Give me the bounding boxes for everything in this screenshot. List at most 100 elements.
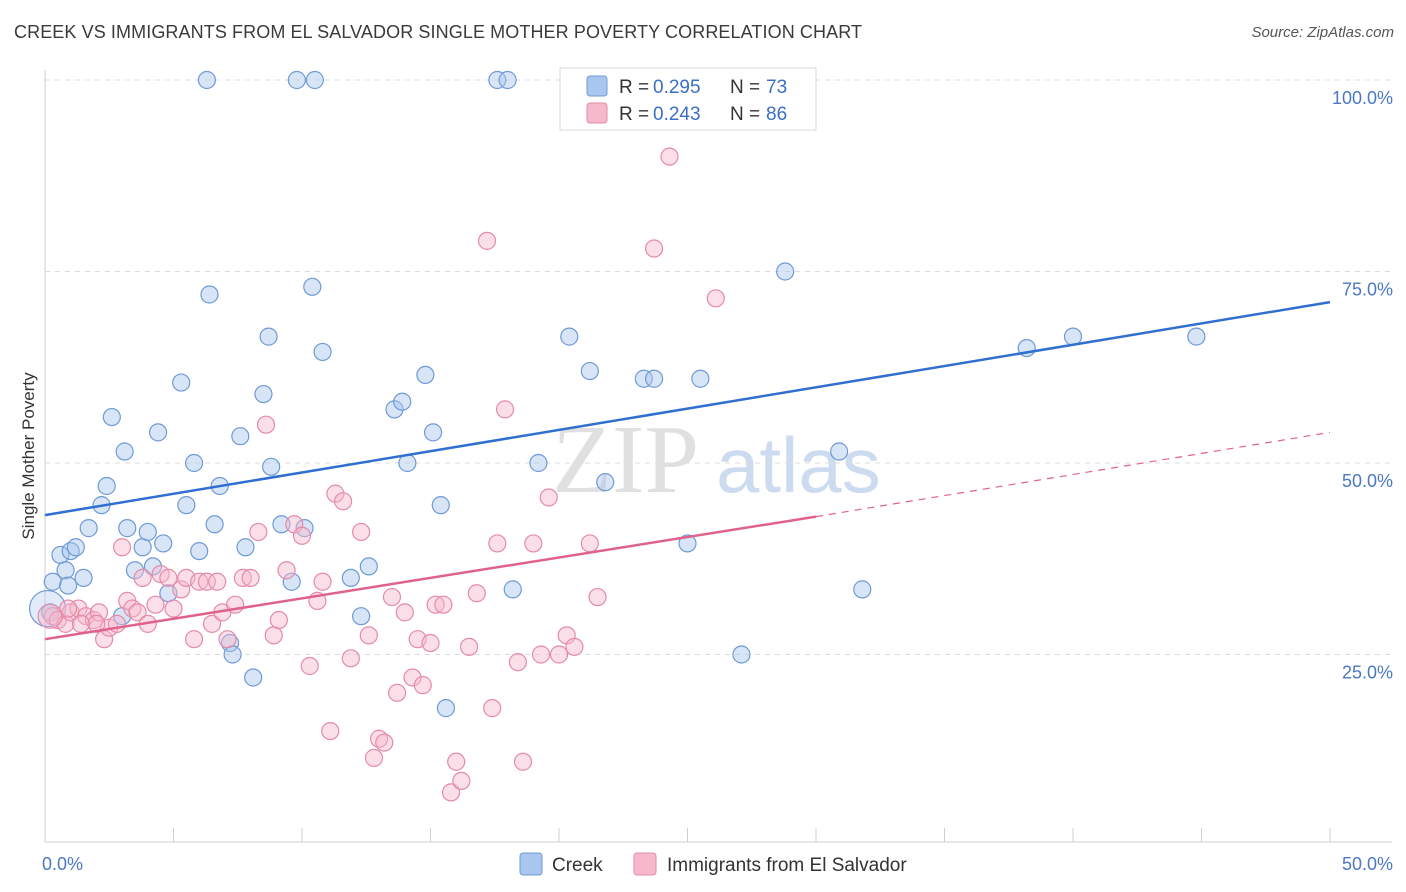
el-salvador-point [277, 561, 296, 580]
creek-point [254, 384, 273, 404]
bottom-legend-creek-label: Creek [552, 855, 603, 876]
creek-point [431, 496, 450, 515]
creek-point [1187, 327, 1206, 346]
creek-point [691, 369, 710, 388]
el-salvador-point [202, 614, 222, 633]
legend-salv-n-label: N = [730, 104, 760, 125]
creek-point [102, 407, 121, 427]
el-salvador-point [208, 572, 227, 591]
el-salvador-point [190, 572, 209, 591]
creek-point [205, 515, 224, 534]
y-tick-label: 75.0% [1342, 280, 1393, 300]
legend-creek-r-label: R = [619, 77, 649, 98]
creek-point [393, 392, 412, 411]
el-salvador-point [660, 147, 679, 166]
creek-point [341, 568, 360, 588]
el-salvador-point [249, 522, 268, 542]
el-salvador-point [241, 568, 260, 588]
el-salvador-point [549, 645, 569, 664]
watermark-zip: ZIP [552, 406, 699, 514]
creek-point [200, 285, 219, 304]
creek-point [244, 668, 263, 687]
el-salvador-point [364, 748, 384, 768]
el-salvador-point [539, 488, 558, 507]
el-salvador-point [300, 656, 319, 676]
creek-point [231, 427, 250, 446]
el-salvador-point [164, 599, 183, 618]
el-salvador-point [159, 568, 178, 588]
x-tick-label: 0.0% [42, 854, 83, 874]
chart-source: Source: ZipAtlas.com [1251, 24, 1394, 41]
legend-salv-swatch [586, 102, 608, 124]
creek-trend-line [44, 300, 1331, 517]
el-salvador-point [580, 534, 599, 553]
creek-point [74, 568, 93, 588]
creek-point [259, 327, 278, 346]
el-salvador-point [321, 721, 340, 741]
creek-point [644, 369, 664, 388]
creek-point [43, 572, 62, 591]
el-salvador-point [375, 733, 394, 752]
creek-point [138, 522, 157, 542]
el-salvador-trend-extension [815, 431, 1331, 518]
chart-title: CREEK VS IMMIGRANTS FROM EL SALVADOR SIN… [14, 22, 863, 42]
el-salvador-point [352, 522, 371, 542]
legend-creek-r-value: 0.295 [653, 77, 701, 98]
creek-point [190, 541, 209, 561]
el-salvador-point [172, 580, 191, 599]
el-salvador-point [71, 614, 91, 633]
legend-salv-n-value: 86 [766, 104, 787, 125]
y-tick-labels: 25.0% 50.0% 75.0% 100.0% [1332, 88, 1393, 683]
el-salvador-point [341, 649, 360, 668]
el-salvador-point [531, 645, 551, 664]
el-salvador-point [326, 484, 345, 503]
creek-point [436, 699, 456, 718]
creek-point [66, 538, 85, 557]
creek-point [580, 361, 599, 381]
x-tick-label: 50.0% [1342, 854, 1393, 874]
creek-point [236, 538, 255, 557]
creek-point [125, 561, 145, 580]
trend-lines [44, 300, 1331, 641]
legend-salv-r-label: R = [619, 104, 649, 125]
el-salvador-point [588, 587, 607, 607]
y-tick-label: 100.0% [1332, 88, 1393, 108]
creek-point [197, 70, 217, 90]
creek-point [172, 373, 191, 392]
el-salvador-point [146, 595, 165, 614]
bottom-legend: Creek Immigrants from El Salvador [519, 852, 907, 876]
el-salvador-point [264, 626, 283, 645]
creek-point [272, 515, 291, 534]
creek-point [79, 519, 98, 538]
el-salvador-point [413, 676, 432, 695]
el-salvador-point [508, 653, 527, 672]
creek-point [560, 327, 579, 346]
legend-creek-n-value: 73 [766, 77, 787, 98]
el-salvador-point [359, 626, 378, 645]
el-salvador-point [434, 595, 453, 614]
creek-point [59, 576, 78, 595]
el-salvador-point [184, 630, 204, 649]
creek-point [678, 534, 697, 553]
creek-point [313, 342, 332, 362]
creek-point [416, 365, 435, 385]
el-salvador-point [495, 400, 515, 419]
el-salvador-point [382, 587, 402, 607]
legend-creek-n-label: N = [730, 77, 760, 98]
creek-point [184, 453, 204, 473]
el-salvador-point [426, 595, 445, 614]
el-salvador-point [565, 637, 584, 656]
creek-point [303, 277, 322, 296]
creek-point [529, 453, 548, 473]
el-salvador-point [256, 415, 276, 434]
creek-point [118, 519, 137, 538]
creek-point [287, 70, 306, 90]
creek-point [352, 607, 371, 626]
el-salvador-point [218, 630, 237, 649]
creek-point [262, 457, 281, 476]
y-tick-label: 25.0% [1342, 663, 1393, 683]
el-salvador-point [467, 584, 486, 603]
watermark-atlas: atlas [716, 421, 881, 509]
axes [44, 70, 1392, 843]
el-salvador-point [87, 614, 106, 633]
